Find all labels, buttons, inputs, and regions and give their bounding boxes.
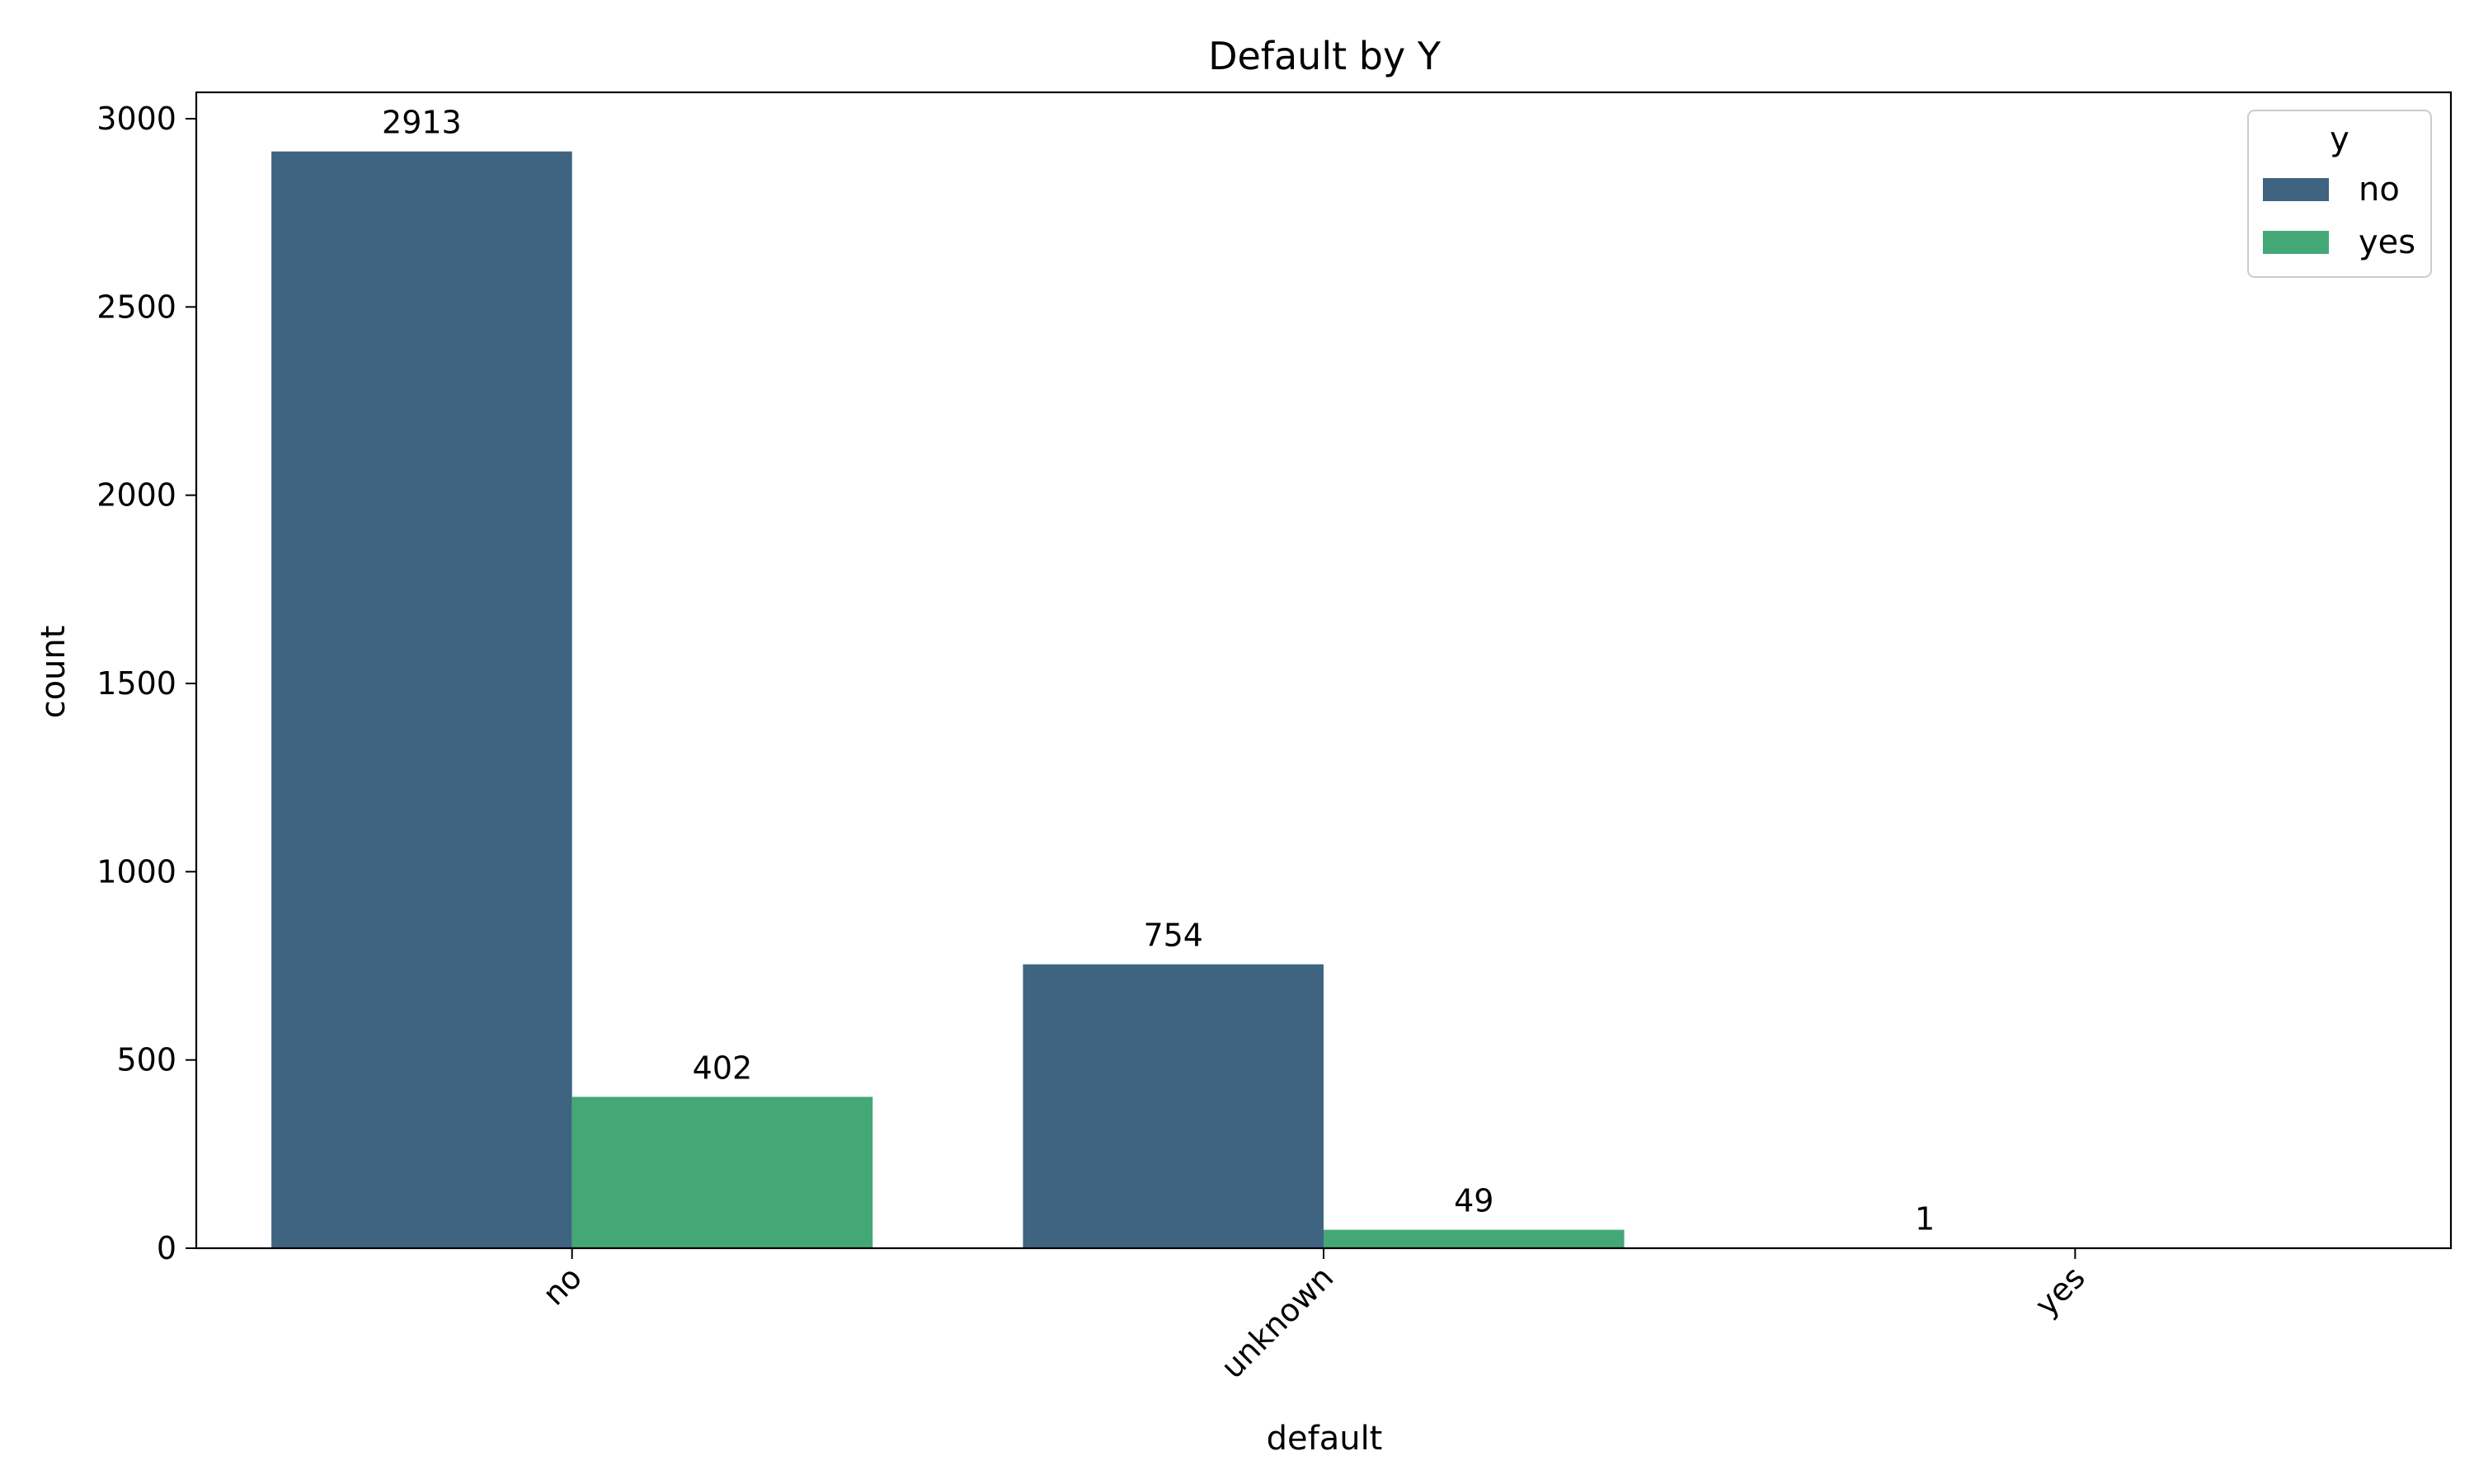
x-axis-label: default (1267, 1420, 1383, 1458)
y-tick-label-3000: 3000 (96, 101, 176, 137)
bar-yes-unknown (1324, 1229, 1625, 1248)
data-label-yes-no: 402 (693, 1050, 753, 1086)
y-tick-label-1000: 1000 (96, 853, 176, 890)
data-label-no-unknown: 754 (1143, 918, 1203, 954)
bar-yes-no (571, 1097, 873, 1248)
legend-swatch-yes (2263, 231, 2329, 254)
legend-label-no: no (2359, 171, 2400, 209)
y-tick-label-500: 500 (116, 1042, 176, 1078)
data-label-yes-unknown: 49 (1454, 1183, 1493, 1219)
legend-label-yes: yes (2359, 223, 2415, 261)
data-label-no-no: 2913 (382, 105, 462, 141)
legend: yno yes (2247, 110, 2432, 278)
y-tick-label-1500: 1500 (96, 665, 176, 702)
legend-swatch-no (2263, 178, 2329, 201)
chart-title: Default by Y (1208, 34, 1442, 78)
x-tick-label-no: no (535, 1259, 589, 1313)
y-axis-label: count (35, 626, 73, 719)
data-label-no-yes: 1 (1915, 1201, 1935, 1237)
bar-no-unknown (1023, 964, 1324, 1248)
x-tick-label-unknown: unknown (1214, 1259, 1340, 1385)
plot-area: 2913 754 1 402 49 0 500 1000 1500 2000 2500 3000 no u… (96, 91, 2453, 1385)
y-tick-label-2000: 2000 (96, 477, 176, 514)
legend-title: y (2330, 120, 2349, 158)
y-tick-label-0: 0 (157, 1230, 176, 1266)
x-tick-label-yes: yes (2028, 1259, 2092, 1323)
y-tick-label-2500: 2500 (96, 289, 176, 325)
bar-no-no (271, 151, 572, 1248)
